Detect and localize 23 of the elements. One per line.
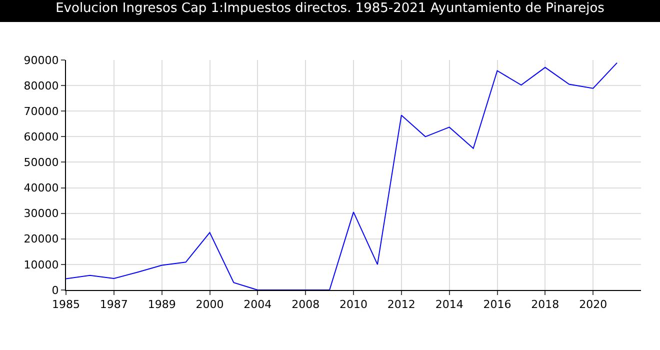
y-tick-label: 50000 — [24, 156, 59, 170]
x-tick-label: 2008 — [292, 298, 320, 312]
y-tick-label: 20000 — [24, 232, 59, 246]
y-tick-label: 90000 — [24, 54, 59, 67]
y-tick-label: 80000 — [24, 79, 59, 92]
x-tick-label: 2000 — [196, 298, 224, 312]
chart-title: Evolucion Ingresos Cap 1:Impuestos directos. 1985-2021 Ayuntamiento de Pinarejos — [56, 1, 605, 16]
x-tick-label: 1989 — [148, 298, 176, 312]
y-tick-label: 70000 — [24, 104, 59, 118]
x-tick-label: 2020 — [579, 298, 608, 312]
y-tick-label: 10000 — [24, 258, 59, 272]
y-tick-label: 30000 — [24, 207, 59, 220]
x-tick-label: 2016 — [483, 298, 512, 312]
x-tick-label: 2012 — [387, 298, 416, 312]
x-tick-label: 2004 — [244, 298, 272, 312]
x-tick-label: 2014 — [435, 298, 464, 312]
y-tick-label: 0 — [52, 284, 59, 297]
x-tick-label: 1985 — [52, 298, 80, 312]
x-tick-label: 1987 — [100, 298, 128, 312]
x-tick-label: 2010 — [340, 298, 368, 312]
x-tick-label: 2018 — [531, 298, 560, 312]
y-tick-label: 40000 — [24, 182, 59, 195]
y-tick-label: 60000 — [24, 130, 59, 144]
